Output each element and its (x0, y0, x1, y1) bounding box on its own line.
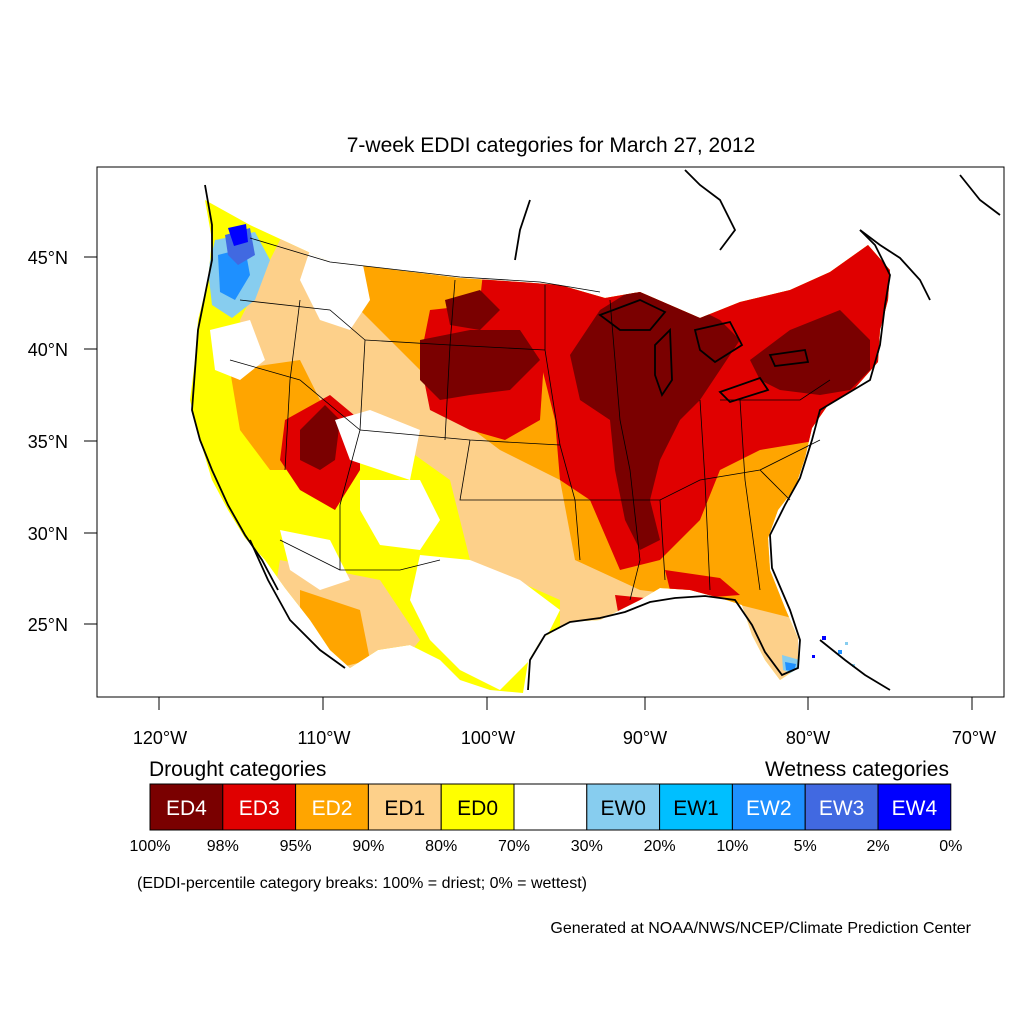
legend-label-ed1: ED1 (384, 797, 425, 820)
legend-label-ew2: EW2 (746, 797, 792, 820)
lon-label-80: 80°W (786, 728, 830, 748)
lon-label-70: 70°W (952, 728, 996, 748)
lat-label-40: 40°N (28, 340, 68, 360)
legend-break-label: 2% (866, 838, 889, 855)
legend-label-ew0: EW0 (600, 797, 646, 820)
legend-break-label: 70% (498, 838, 530, 855)
lat-label-30: 30°N (28, 524, 68, 544)
lat-label-35: 35°N (28, 432, 68, 452)
legend-break-label: 98% (207, 838, 239, 855)
legend-break-label: 5% (794, 838, 817, 855)
legend-swatch-ew2 (731, 783, 806, 831)
legend-swatch-ew4 (877, 783, 952, 831)
lon-label-90: 90°W (623, 728, 667, 748)
legend-label-ew4: EW4 (892, 797, 938, 820)
legend-swatch-ed0 (440, 783, 515, 831)
legend-break-label: 10% (716, 838, 748, 855)
legend-break-label: 90% (352, 838, 384, 855)
state-boundaries (229, 237, 831, 601)
legend-break-label: 80% (425, 838, 457, 855)
coastlines (191, 169, 1001, 691)
map-area (97, 167, 1004, 697)
lon-label-110: 110°W (298, 728, 351, 748)
legend-swatch-ew3 (804, 783, 879, 831)
lon-label-120: 120°W (133, 728, 187, 748)
category-note: (EDDI-percentile category breaks: 100% =… (137, 875, 587, 892)
legend-label-ew1: EW1 (673, 797, 719, 820)
legend: Drought categories Wetness categories ED… (130, 758, 963, 855)
legend-break-label: 20% (644, 838, 676, 855)
legend-swatch-ed4 (149, 783, 224, 831)
legend-break-label: 100% (130, 838, 171, 855)
map-frame (96, 166, 1005, 698)
map-title: 7-week EDDI categories for March 27, 201… (347, 134, 756, 157)
legend-swatch-ew0 (586, 783, 661, 831)
drought-heading: Drought categories (149, 758, 326, 781)
legend-label-ed2: ED2 (312, 797, 353, 820)
legend-label-ed0: ED0 (457, 797, 498, 820)
legend-label-ew3: EW3 (819, 797, 865, 820)
legend-swatch-normal (513, 783, 588, 831)
legend-break-label: 30% (571, 838, 603, 855)
longitude-axis: 120°W 110°W 100°W 90°W 80°W 70°W (133, 697, 996, 748)
wetness-heading: Wetness categories (765, 758, 949, 781)
legend-label-ed3: ED3 (239, 797, 280, 820)
legend-color-bar: ED4 ED3 ED2 ED1 ED0 EW0 EW1 EW2 EW3 EW4 (149, 783, 952, 831)
legend-label-ed4: ED4 (166, 797, 207, 820)
lon-label-100: 100°W (461, 728, 515, 748)
legend-breaks: 100% 98% 95% 90% 80% 70% 30% 20% 10% 5% 2% 0% (130, 838, 963, 855)
legend-swatch-ew1 (659, 783, 733, 831)
lat-label-25: 25°N (28, 615, 68, 635)
legend-break-label: 95% (280, 838, 312, 855)
lat-label-45: 45°N (28, 248, 68, 268)
legend-swatch-ed1 (367, 783, 442, 831)
credit-line: Generated at NOAA/NWS/NCEP/Climate Predi… (550, 920, 971, 937)
legend-break-label: 0% (939, 838, 962, 855)
latitude-axis: 45°N 40°N 35°N 30°N 25°N (28, 248, 97, 635)
